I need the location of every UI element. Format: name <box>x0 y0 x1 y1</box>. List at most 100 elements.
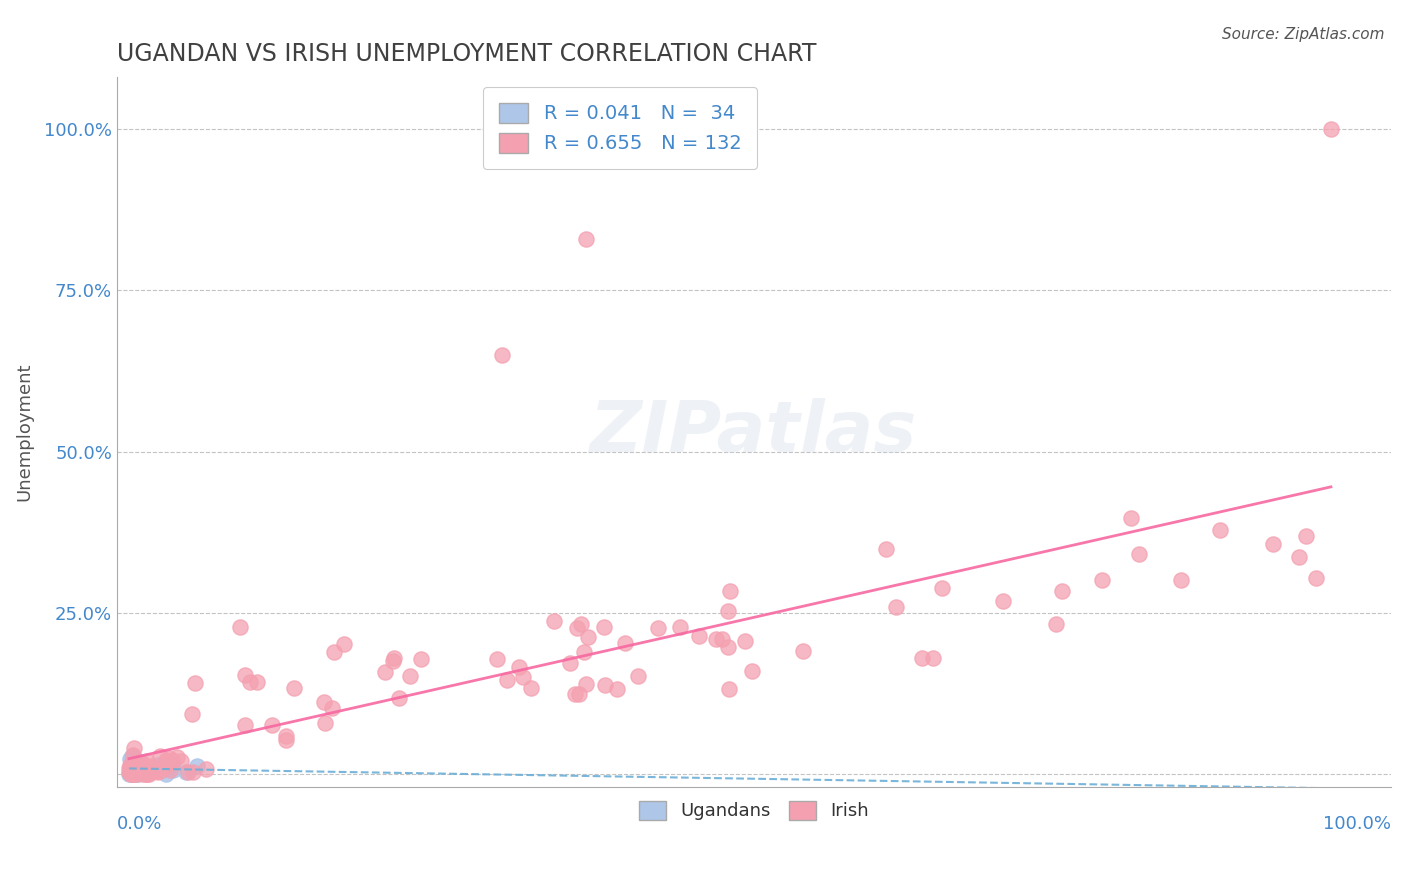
Point <box>1045 616 1067 631</box>
Point <box>124 766 146 780</box>
Point <box>485 652 508 666</box>
Point <box>120 763 142 777</box>
Point <box>122 765 145 780</box>
Point <box>246 674 269 689</box>
Y-axis label: Unemployment: Unemployment <box>15 363 32 501</box>
Point <box>143 764 166 778</box>
Point <box>146 757 169 772</box>
Point <box>139 759 162 773</box>
Text: 0.0%: 0.0% <box>117 815 162 833</box>
Point <box>136 762 159 776</box>
Point <box>118 765 141 780</box>
Point <box>159 763 181 777</box>
Point <box>276 733 298 747</box>
Point <box>131 757 153 772</box>
Point <box>991 593 1014 607</box>
Point <box>574 645 596 659</box>
Point <box>136 767 159 781</box>
Point <box>153 760 176 774</box>
Point <box>569 617 592 632</box>
Point <box>233 668 256 682</box>
Point <box>519 681 541 695</box>
Point <box>148 765 170 780</box>
Point <box>131 760 153 774</box>
Text: 100.0%: 100.0% <box>1323 815 1391 833</box>
Point <box>274 729 297 743</box>
Point <box>125 760 148 774</box>
Point <box>647 622 669 636</box>
Point <box>122 764 145 779</box>
Point <box>148 764 170 778</box>
Point <box>118 766 141 780</box>
Point <box>568 687 591 701</box>
Point <box>128 764 150 778</box>
Point <box>711 632 734 646</box>
Point <box>1121 511 1143 525</box>
Point <box>152 763 174 777</box>
Point <box>575 677 598 691</box>
Point <box>118 758 141 772</box>
Point <box>1209 523 1232 537</box>
Point <box>125 761 148 775</box>
Point <box>911 650 934 665</box>
Point <box>399 669 422 683</box>
Point <box>593 620 616 634</box>
Point <box>120 764 142 779</box>
Point <box>124 762 146 776</box>
Point <box>717 640 740 654</box>
Point <box>717 603 740 617</box>
Point <box>150 762 173 776</box>
Text: UGANDAN VS IRISH UNEMPLOYMENT CORRELATION CHART: UGANDAN VS IRISH UNEMPLOYMENT CORRELATIO… <box>117 42 817 66</box>
Point <box>131 764 153 778</box>
Point <box>181 765 204 780</box>
Point <box>411 652 433 666</box>
Point <box>381 654 404 668</box>
Point <box>1050 583 1073 598</box>
Point <box>1091 573 1114 587</box>
Point <box>235 718 257 732</box>
Point <box>138 764 160 778</box>
Point <box>388 691 411 706</box>
Point <box>627 669 650 683</box>
Point <box>931 581 953 595</box>
Point <box>141 761 163 775</box>
Point <box>491 348 513 362</box>
Text: Source: ZipAtlas.com: Source: ZipAtlas.com <box>1222 27 1385 42</box>
Point <box>132 767 155 781</box>
Point <box>121 753 143 767</box>
Point <box>121 767 143 781</box>
Point <box>121 747 143 762</box>
Point <box>1320 122 1343 136</box>
Point <box>558 656 581 670</box>
Legend: Ugandans, Irish: Ugandans, Irish <box>631 794 876 828</box>
Point <box>875 541 897 556</box>
Point <box>382 651 405 665</box>
Point <box>512 670 534 684</box>
Point <box>127 763 149 777</box>
Point <box>125 764 148 779</box>
Point <box>125 759 148 773</box>
Point <box>134 767 156 781</box>
Point <box>183 676 205 690</box>
Point <box>323 645 346 659</box>
Point <box>120 762 142 776</box>
Point <box>128 758 150 772</box>
Point <box>122 750 145 764</box>
Point <box>132 757 155 772</box>
Point <box>575 232 598 246</box>
Point <box>669 620 692 634</box>
Point <box>129 755 152 769</box>
Point <box>374 665 396 680</box>
Point <box>118 766 141 780</box>
Point <box>688 630 710 644</box>
Point <box>122 767 145 781</box>
Point <box>314 715 336 730</box>
Point <box>135 764 157 778</box>
Point <box>131 761 153 775</box>
Point <box>122 767 145 781</box>
Point <box>884 600 907 615</box>
Point <box>120 766 142 780</box>
Point <box>157 751 180 765</box>
Point <box>228 619 250 633</box>
Point <box>704 632 727 646</box>
